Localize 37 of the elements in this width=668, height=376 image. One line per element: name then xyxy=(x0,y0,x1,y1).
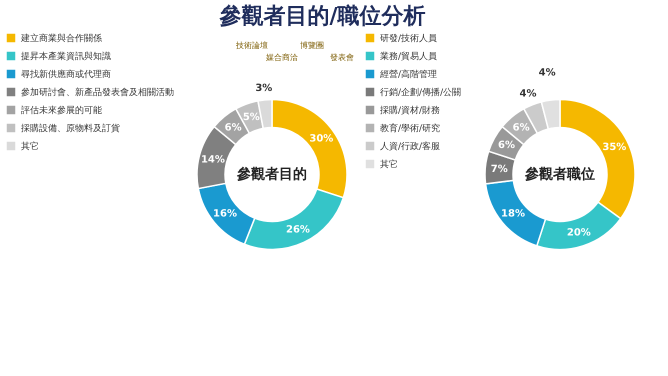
legend-label: 採購/資材/財務 xyxy=(380,105,440,116)
data-label: 18% xyxy=(501,208,525,220)
data-label: 6% xyxy=(512,122,530,134)
text: 媒合商洽 xyxy=(266,53,298,62)
data-label: 16% xyxy=(213,208,237,220)
text: 參觀者職位 xyxy=(524,166,595,182)
data-label: 7% xyxy=(490,164,508,175)
legend-label: 評估未來參展的可能 xyxy=(21,105,102,116)
legend-label: 業務/貿易人員 xyxy=(380,51,438,62)
text: 技術論壇 xyxy=(235,41,268,50)
data-label: 20% xyxy=(566,228,591,239)
legend-label: 教育/學術/研究 xyxy=(380,123,440,134)
text: 參觀者目的 xyxy=(236,166,307,182)
data-label: 26% xyxy=(286,224,310,236)
data-label: 30% xyxy=(309,134,334,145)
data-label: 6% xyxy=(224,122,242,134)
chart-title: 參觀者目的/職位分析 xyxy=(218,4,426,29)
legend-label: 研發/技術人員 xyxy=(380,33,438,44)
legend-label: 尋找新供應商或代理商 xyxy=(21,69,111,80)
data-label: 3% xyxy=(255,82,272,94)
text: 博覽團 xyxy=(300,41,324,50)
text: 發表會 xyxy=(330,53,354,62)
legend-label: 採購設備、原物料及訂貨 xyxy=(21,123,120,134)
data-label: 35% xyxy=(602,142,626,153)
data-label: 6% xyxy=(498,140,516,152)
legend-label: 行銷/企劃/傳播/公關 xyxy=(380,87,462,98)
legend-label: 人資/行政/客服 xyxy=(380,141,440,152)
legend-label: 提昇本產業資訊與知識 xyxy=(21,51,111,62)
legend-label: 參加研討會、新產品發表會及相關活動 xyxy=(21,87,174,98)
data-label: 14% xyxy=(200,154,225,166)
data-label: 4% xyxy=(519,88,536,100)
legend-label: 其它 xyxy=(21,141,39,152)
data-label: 5% xyxy=(242,112,260,124)
legend-label: 建立商業與合作關係 xyxy=(20,33,102,44)
legend-label: 經營/高階管理 xyxy=(379,69,438,80)
data-label: 4% xyxy=(538,67,556,78)
legend-label: 其它 xyxy=(380,159,398,170)
